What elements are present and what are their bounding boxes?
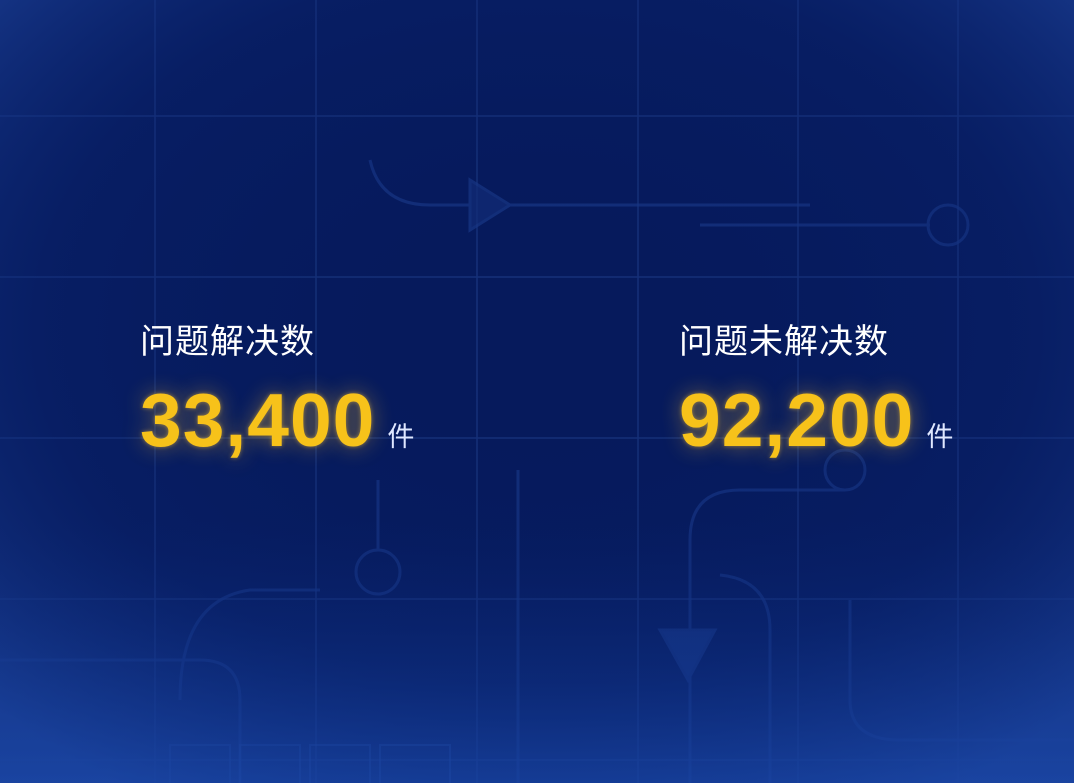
unresolved-value: 92,200: [679, 378, 915, 462]
unresolved-label: 问题未解决数: [679, 322, 889, 362]
resolved-value: 33,400: [140, 378, 376, 462]
resolved-label: 问题解决数: [140, 322, 315, 362]
resolved-value-row: 33,400 件: [140, 380, 414, 460]
resolved-unit: 件: [387, 422, 415, 453]
resolved-stat: 问题解决数 33,400 件: [140, 318, 414, 460]
unresolved-stat: 问题未解决数 92,200 件: [679, 318, 953, 460]
unresolved-unit: 件: [926, 422, 954, 453]
unresolved-value-row: 92,200 件: [679, 380, 953, 460]
